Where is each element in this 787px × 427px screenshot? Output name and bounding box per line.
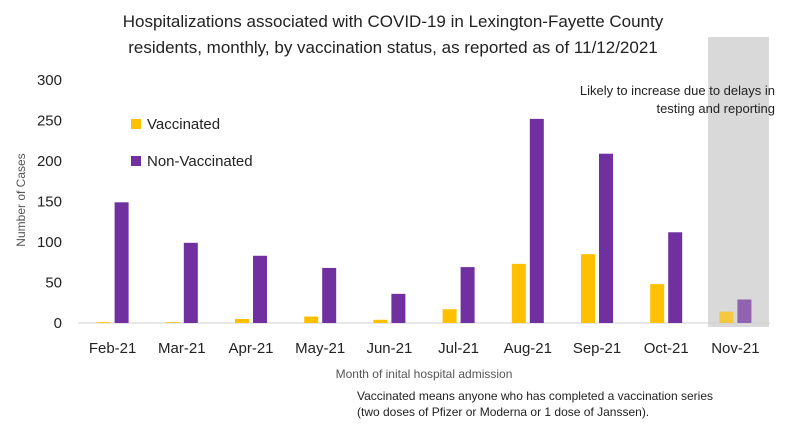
y-tick-label-250: 250: [37, 113, 62, 130]
y-tick-label-50: 50: [45, 275, 62, 292]
x-tick-label-feb-21: Feb-21: [89, 340, 137, 357]
footnote-line-2: (two doses of Pfizer or Moderna or 1 dos…: [357, 405, 649, 419]
bar-non-vaccinated-nov-21: [737, 299, 752, 323]
bar-non-vaccinated-sep-21: [599, 153, 613, 323]
legend: Vaccinated Non-Vaccinated: [131, 116, 253, 170]
x-tick-label-oct-21: Oct-21: [644, 340, 689, 357]
bar-vaccinated-aug-21: [511, 263, 526, 323]
legend-swatch-non-vaccinated: [131, 156, 141, 166]
bar-non-vaccinated-jun-21: [391, 293, 406, 323]
highlight-note-line-2: testing and reporting: [656, 101, 775, 116]
footnote-line-1: Vaccinated means anyone who has complete…: [357, 389, 713, 403]
bar-vaccinated-mar-21: [165, 322, 180, 323]
legend-swatch-vaccinated: [131, 119, 141, 129]
y-axis-title: Number of Cases: [14, 153, 28, 246]
chart-title-line-1: Hospitalizations associated with COVID-1…: [123, 12, 664, 31]
bar-non-vaccinated-mar-21: [183, 242, 198, 323]
bar-vaccinated-feb-21: [96, 322, 111, 323]
x-axis-title: Month of inital hospital admission: [336, 367, 513, 381]
x-tick-label-jul-21: Jul-21: [438, 340, 479, 357]
bar-non-vaccinated-jul-21: [460, 267, 475, 323]
bar-vaccinated-apr-21: [235, 318, 249, 323]
legend-label-vaccinated: Vaccinated: [147, 116, 220, 133]
x-tick-label-aug-21: Aug-21: [504, 340, 552, 357]
highlight-layer: [708, 37, 769, 327]
bar-non-vaccinated-apr-21: [253, 255, 267, 323]
x-tick-label-apr-21: Apr-21: [228, 340, 273, 357]
bar-vaccinated-jul-21: [442, 309, 457, 323]
bar-non-vaccinated-aug-21: [529, 118, 544, 323]
y-tick-label-150: 150: [37, 194, 62, 211]
x-tick-label-sep-21: Sep-21: [573, 340, 621, 357]
bar-non-vaccinated-may-21: [322, 267, 337, 323]
highlight-note-line-1: Likely to increase due to delays in: [580, 83, 775, 98]
legend-label-non-vaccinated: Non-Vaccinated: [147, 153, 253, 170]
y-tick-label-0: 0: [54, 315, 62, 332]
y-tick-label-100: 100: [37, 234, 62, 251]
y-tick-label-200: 200: [37, 153, 62, 170]
y-tick-label-300: 300: [37, 72, 62, 89]
highlight-band-nov-21: [708, 37, 769, 327]
bar-vaccinated-sep-21: [581, 254, 595, 323]
x-tick-label-may-21: May-21: [295, 340, 345, 357]
x-tick-label-mar-21: Mar-21: [158, 340, 206, 357]
bar-non-vaccinated-feb-21: [114, 202, 129, 323]
bar-vaccinated-jun-21: [373, 319, 388, 323]
bar-non-vaccinated-oct-21: [668, 232, 683, 323]
bar-vaccinated-oct-21: [650, 284, 665, 323]
chart-title-line-2: residents, monthly, by vaccination statu…: [128, 38, 658, 57]
x-tick-label-jun-21: Jun-21: [366, 340, 412, 357]
bar-vaccinated-may-21: [304, 316, 319, 323]
y-tick-labels: 0 50 100 150 200 250 300: [37, 72, 62, 332]
x-tick-label-nov-21: Nov-21: [711, 340, 759, 357]
bars: [96, 118, 752, 323]
x-tick-labels: Feb-21 Mar-21 Apr-21 May-21 Jun-21 Jul-21 Aug-…: [89, 340, 760, 357]
bar-vaccinated-nov-21: [719, 311, 734, 323]
